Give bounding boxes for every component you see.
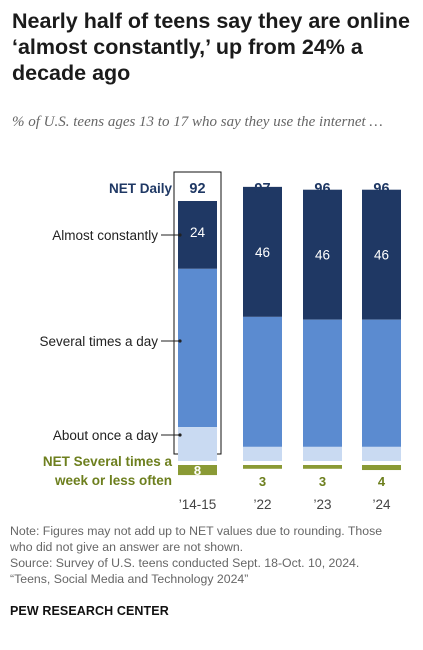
bar-segment-weekly-col-2 [243,465,282,469]
data-label-almost-constantly-2: 46 [255,245,270,260]
data-label-almost-constantly-3: 46 [315,248,330,263]
bar-segment-2-col-2 [243,316,282,447]
source-line-1: Source: Survey of U.S. teens conducted S… [10,556,360,570]
note-line-2: who did not give an answer are not shown… [10,540,244,554]
bar-segment-3-col-2 [243,446,282,461]
bar-segment-3-col-4 [362,446,401,461]
bar-segment-1-col-4 [362,189,401,320]
x-tick-label-4: ’24 [372,497,391,512]
x-tick-label-3: ’23 [313,497,331,512]
net-daily-value-3: 96 [314,181,330,197]
label-almost-constantly: Almost constantly [52,228,158,243]
label-almost-constantly-dot [178,233,182,237]
net-daily-value-1: 92 [189,181,205,197]
chart-note: Note: Figures may not add up to NET valu… [10,523,418,587]
chart-subtitle: % of U.S. teens ages 13 to 17 who say th… [12,114,383,130]
label-several-times-a-day: Several times a day [39,334,158,349]
bar-segment-weekly-col-1 [178,465,217,476]
net-daily-value-2: 97 [254,181,270,197]
data-label-weekly-4: 4 [378,474,386,489]
bar-segment-1-col-3 [303,189,342,320]
data-label-weekly-2: 3 [259,474,266,489]
bar-segment-1-col-2 [243,186,282,317]
label-net-weekly-line-1: NET Several times a [43,454,173,469]
bar-segment-2-col-1 [178,268,217,428]
source-line-2: “Teens, Social Media and Technology 2024… [10,572,249,586]
stacked-bar-chart: NET Daily 24 92 8 ’14-15 46 97 3 ’22 46 96 3 ’23 46 96… [39,171,401,512]
chart-title: Nearly half of teens say they are online… [12,9,410,85]
bar-segment-2-col-3 [303,319,342,447]
data-label-almost-constantly-1: 24 [190,225,206,240]
bar-segment-weekly-col-4 [362,465,401,471]
bar-segment-3-col-3 [303,446,342,461]
bar-segment-weekly-col-3 [303,465,342,469]
note-line-1: Note: Figures may not add up to NET valu… [10,524,383,538]
bar-segment-2-col-4 [362,319,401,447]
data-label-weekly-1: 8 [194,463,201,478]
bar-segment-3-col-1 [178,427,217,461]
label-several-times-a-day-dot [178,339,182,343]
pew-research-center-logo: PEW RESEARCH CENTER [10,604,169,618]
net-daily-value-4: 96 [373,181,389,197]
label-about-once-a-day-dot [178,433,182,437]
data-label-almost-constantly-4: 46 [374,248,389,263]
data-label-weekly-3: 3 [319,474,326,489]
bar-segment-1-col-1 [178,201,217,269]
x-tick-label-1: ’14-15 [179,497,217,512]
label-about-once-a-day: About once a day [53,428,158,443]
net-daily-label: NET Daily [109,181,173,196]
x-tick-label-2: ’22 [253,497,271,512]
label-net-weekly-line-2: week or less often [54,473,172,488]
